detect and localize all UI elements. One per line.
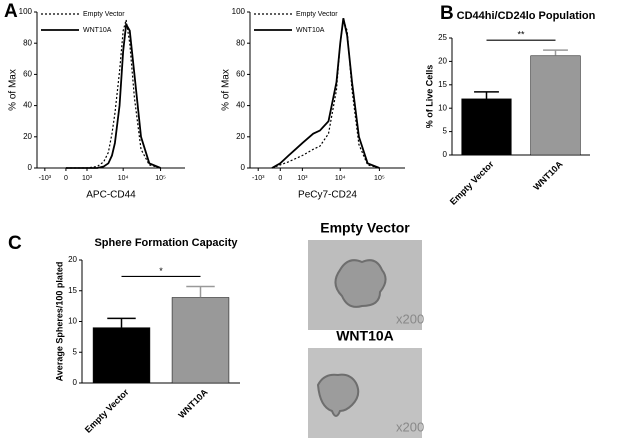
image-title: Empty Vector	[320, 220, 410, 236]
error-bar	[186, 285, 215, 298]
y-tick-label: 20	[236, 132, 245, 141]
x-tick-label: Empty Vector	[448, 159, 496, 207]
bar	[530, 55, 581, 156]
x-tick-label: 0	[64, 175, 68, 182]
y-tick-label: 25	[438, 33, 447, 42]
x-tick-label: Empty Vector	[83, 387, 131, 435]
legend-label: WNT10A	[296, 27, 325, 34]
panel-letter: C	[8, 233, 22, 254]
x-axis-label: APC-CD44	[86, 190, 136, 201]
x-tick-label: 10⁴	[335, 175, 346, 182]
bar	[461, 98, 512, 156]
y-tick-label: 15	[438, 80, 447, 89]
y-tick-label: 40	[23, 101, 32, 110]
legend-label: Empty Vector	[296, 11, 338, 18]
bar	[171, 297, 230, 384]
micrograph: Empty Vector x200	[308, 220, 424, 330]
y-tick-label: 10	[438, 103, 447, 112]
magnification: x200	[396, 419, 424, 434]
x-tick-label: -10³	[39, 175, 52, 182]
y-tick-label: 20	[438, 57, 447, 66]
x-tick-label: -10³	[252, 175, 265, 182]
y-axis-label: % of Max	[8, 69, 19, 111]
histogram-line	[271, 18, 380, 169]
y-tick-label: 80	[236, 38, 245, 47]
y-tick-label: 0	[443, 150, 448, 159]
y-tick-label: 20	[23, 132, 32, 141]
y-tick-label: 10	[68, 317, 77, 326]
y-tick-label: 5	[73, 347, 78, 356]
y-tick-label: 80	[23, 38, 32, 47]
y-tick-label: 15	[68, 286, 77, 295]
error-bar	[474, 91, 499, 99]
magnification: x200	[396, 311, 424, 326]
chart-title: Sphere Formation Capacity	[94, 237, 238, 249]
y-tick-label: 0	[73, 378, 78, 387]
x-tick-label: 10⁵	[155, 175, 166, 182]
y-tick-label: 20	[68, 255, 77, 264]
legend-label: Empty Vector	[83, 11, 125, 18]
error-bar	[543, 49, 568, 56]
y-axis-label: Average Spheres/100 plated	[54, 262, 64, 382]
x-tick-label: 10³	[82, 175, 93, 182]
panel-letter: B	[440, 3, 454, 24]
x-tick-label: WNT10A	[531, 159, 565, 193]
y-tick-label: 0	[28, 163, 33, 172]
bar	[92, 327, 151, 384]
y-tick-label: 60	[236, 70, 245, 79]
y-tick-label: 100	[232, 7, 246, 16]
legend-label: WNT10A	[83, 27, 112, 34]
x-tick-label: 10⁵	[374, 175, 385, 182]
y-axis-label: % of Max	[221, 69, 232, 111]
micrograph: WNT10A x200	[308, 328, 424, 438]
y-tick-label: 0	[241, 163, 246, 172]
y-axis-label: % of Live Cells	[424, 65, 434, 129]
significance-label: **	[517, 30, 525, 40]
y-tick-label: 5	[443, 127, 448, 136]
x-tick-label: 10⁴	[118, 175, 129, 182]
image-title: WNT10A	[336, 328, 394, 344]
x-tick-label: 0	[278, 175, 282, 182]
y-tick-label: 100	[19, 7, 33, 16]
y-tick-label: 60	[23, 70, 32, 79]
x-tick-label: WNT10A	[176, 387, 210, 421]
x-tick-label: 10³	[297, 175, 308, 182]
histogram-line	[271, 19, 380, 169]
chart-title: CD44hi/CD24lo Population	[457, 10, 596, 22]
histogram-line	[65, 21, 161, 169]
panel-letter: A	[4, 1, 18, 22]
significance-label: *	[159, 266, 163, 276]
y-tick-label: 40	[236, 101, 245, 110]
histogram-line	[65, 19, 161, 169]
x-axis-label: PeCy7-CD24	[298, 190, 357, 201]
error-bar	[107, 317, 136, 328]
